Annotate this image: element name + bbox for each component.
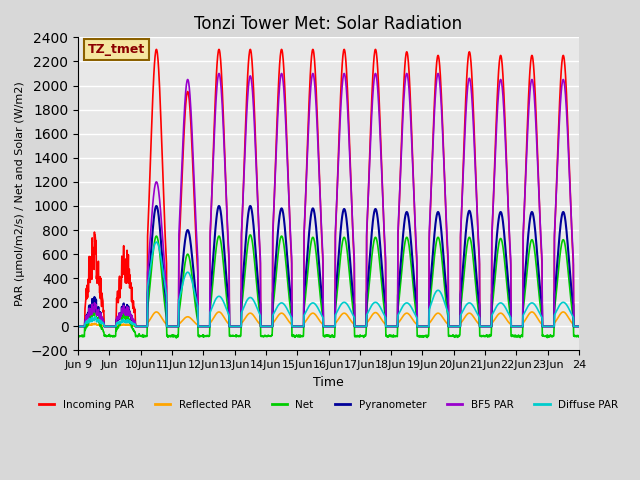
BF5 PAR	[386, 324, 394, 329]
Net	[386, 333, 394, 339]
BF5 PAR	[275, 103, 282, 108]
Pyranometer	[305, 228, 313, 234]
Line: Incoming PAR: Incoming PAR	[78, 49, 579, 326]
Pyranometer	[575, 324, 582, 329]
Diffuse PAR	[305, 303, 313, 309]
Net	[246, 232, 254, 238]
Incoming PAR	[275, 86, 282, 92]
Line: Reflected PAR: Reflected PAR	[78, 312, 579, 326]
Text: TZ_tmet: TZ_tmet	[88, 43, 145, 56]
Diffuse PAR	[341, 300, 349, 305]
Diffuse PAR	[412, 312, 419, 318]
Pyranometer	[74, 324, 82, 329]
Diffuse PAR	[575, 324, 582, 329]
Reflected PAR	[275, 312, 282, 318]
BF5 PAR	[305, 109, 313, 115]
Net	[412, 306, 419, 312]
Reflected PAR	[87, 322, 95, 327]
Incoming PAR	[87, 262, 95, 268]
Pyranometer	[152, 203, 160, 209]
Reflected PAR	[412, 320, 419, 326]
Net	[172, 335, 180, 341]
Net	[275, 247, 282, 252]
Incoming PAR	[152, 47, 160, 52]
Net	[575, 334, 582, 340]
Pyranometer	[275, 225, 282, 230]
Reflected PAR	[74, 324, 82, 329]
Incoming PAR	[575, 324, 582, 329]
Reflected PAR	[575, 324, 582, 329]
Y-axis label: PAR (μmol/m2/s) / Net and Solar (W/m2): PAR (μmol/m2/s) / Net and Solar (W/m2)	[15, 82, 25, 306]
Line: Net: Net	[78, 235, 579, 338]
Reflected PAR	[305, 313, 313, 319]
Title: Tonzi Tower Met: Solar Radiation: Tonzi Tower Met: Solar Radiation	[195, 15, 463, 33]
Incoming PAR	[74, 324, 82, 329]
Diffuse PAR	[74, 324, 82, 329]
Line: Pyranometer: Pyranometer	[78, 206, 579, 326]
Incoming PAR	[386, 324, 394, 329]
Net	[306, 251, 314, 256]
Line: BF5 PAR: BF5 PAR	[78, 73, 579, 326]
BF5 PAR	[215, 71, 223, 76]
Diffuse PAR	[87, 317, 95, 323]
Incoming PAR	[305, 94, 313, 99]
Pyranometer	[412, 289, 419, 295]
BF5 PAR	[74, 324, 82, 329]
Line: Diffuse PAR: Diffuse PAR	[78, 242, 579, 326]
Diffuse PAR	[386, 324, 394, 329]
BF5 PAR	[341, 73, 349, 79]
Net	[87, 313, 95, 319]
Net	[342, 237, 349, 243]
BF5 PAR	[575, 324, 582, 329]
Legend: Incoming PAR, Reflected PAR, Net, Pyranometer, BF5 PAR, Diffuse PAR: Incoming PAR, Reflected PAR, Net, Pyrano…	[35, 396, 623, 414]
Net	[74, 333, 82, 339]
Pyranometer	[386, 324, 394, 329]
Pyranometer	[341, 208, 349, 214]
BF5 PAR	[87, 308, 95, 314]
BF5 PAR	[412, 222, 419, 228]
X-axis label: Time: Time	[313, 376, 344, 389]
Reflected PAR	[152, 309, 160, 315]
Diffuse PAR	[152, 239, 160, 245]
Incoming PAR	[412, 227, 419, 232]
Incoming PAR	[341, 50, 349, 56]
Diffuse PAR	[275, 302, 282, 308]
Reflected PAR	[386, 324, 394, 329]
Reflected PAR	[341, 311, 349, 316]
Pyranometer	[87, 305, 95, 311]
